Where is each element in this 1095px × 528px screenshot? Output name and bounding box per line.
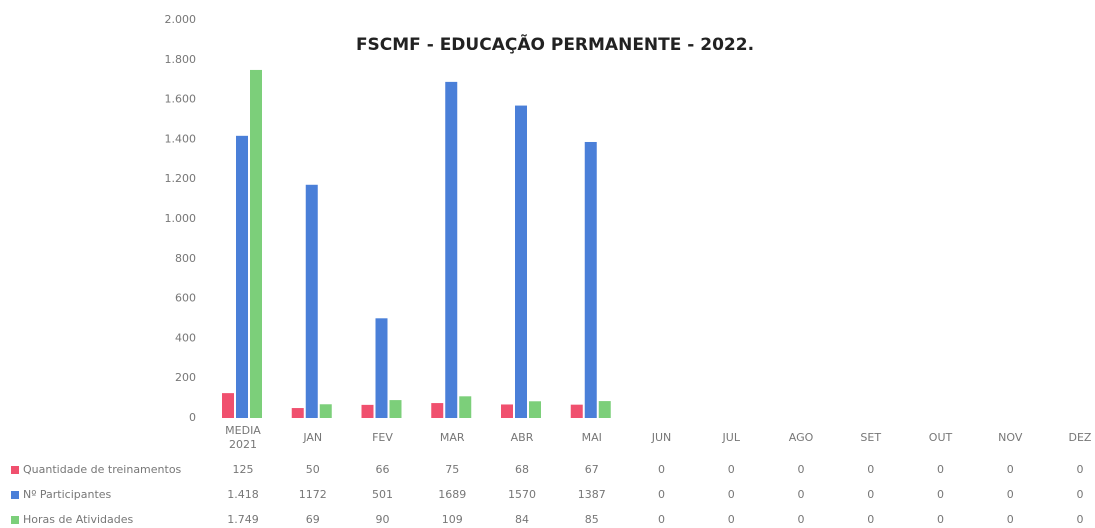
bar [236,135,248,418]
bar [445,81,458,418]
table-value: 69 [306,513,320,526]
x-tick-label: NOV [998,431,1023,444]
table-value: 0 [798,488,805,501]
y-tick-label: 2.000 [165,13,197,26]
table-value: 0 [867,488,874,501]
bar [598,401,611,418]
y-tick-label: 1.600 [165,93,197,106]
x-tick-label: DEZ [1068,431,1092,444]
table-value: 0 [937,488,944,501]
bar [291,408,304,418]
table-value: 1.418 [227,488,259,501]
table-value: 0 [1007,488,1014,501]
table-value: 84 [515,513,529,526]
x-tick-label: SET [860,431,882,444]
y-tick-label: 600 [175,292,196,305]
table-value: 0 [658,488,665,501]
x-tick-label: JAN [303,431,323,444]
table-value: 66 [376,463,390,476]
table-value: 0 [937,513,944,526]
bar [305,184,318,418]
x-tick-label: MAR [439,431,465,444]
table-value: 90 [376,513,390,526]
table-value: 0 [867,513,874,526]
table-value: 1.749 [227,513,259,526]
bar [515,105,527,418]
x-tick-label: MAI [581,431,602,444]
table-value: 67 [585,463,599,476]
table-value: 0 [1077,488,1084,501]
table-value: 0 [1077,513,1084,526]
bar [361,404,374,418]
bar [222,393,234,418]
x-tick-label: ABR [510,431,534,444]
bar [459,396,472,418]
y-tick-label: 1.200 [165,172,197,185]
legend-swatch [11,466,19,474]
table-value: 85 [585,513,599,526]
x-tick-label: JUN [651,431,672,444]
bar [375,318,388,418]
table-value: 0 [658,513,665,526]
bar [250,69,262,418]
table-value: 0 [728,513,735,526]
bar [319,404,332,418]
x-tick-label: OUT [928,431,953,444]
table-value: 0 [1007,513,1014,526]
y-tick-label: 1.000 [165,212,197,225]
y-tick-label: 1.400 [165,132,197,145]
table-value: 0 [798,463,805,476]
chart-title: FSCMF - EDUCAÇÃO PERMANENTE - 2022. [356,32,754,55]
bar [389,400,402,418]
table-value: 1172 [299,488,327,501]
bar [584,141,597,418]
bar [431,403,444,418]
table-value: 1689 [438,488,466,501]
x-tick-label: MEDIA 2021 [225,424,261,451]
legend-label: Quantidade de treinamentos [23,463,182,476]
x-tick-label: FEV [372,431,393,444]
y-tick-label: 0 [189,411,196,424]
table-value: 0 [1007,463,1014,476]
table-value: 0 [728,463,735,476]
legend-label: Horas de Atividades [23,513,133,526]
table-value: 1570 [508,488,536,501]
bar [570,404,583,418]
legend-swatch [11,491,19,499]
table-value: 125 [233,463,254,476]
y-tick-label: 200 [175,371,196,384]
table-value: 50 [306,463,320,476]
legend-label: Nº Participantes [23,488,112,501]
table-value: 0 [1077,463,1084,476]
table-value: 0 [798,513,805,526]
bar [529,401,541,418]
table-value: 75 [445,463,459,476]
table-value: 0 [658,463,665,476]
legend-swatch [11,516,19,524]
y-tick-label: 800 [175,252,196,265]
x-tick-label: AGO [788,431,814,444]
table-value: 0 [728,488,735,501]
bar [501,404,513,418]
y-tick-label: 400 [175,331,196,344]
y-tick-label: 1.800 [165,53,197,66]
table-value: 68 [515,463,529,476]
x-tick-label: JUL [722,431,740,444]
table-value: 501 [372,488,393,501]
table-value: 0 [867,463,874,476]
table-value: 0 [937,463,944,476]
table-value: 1387 [578,488,606,501]
table-value: 109 [442,513,463,526]
